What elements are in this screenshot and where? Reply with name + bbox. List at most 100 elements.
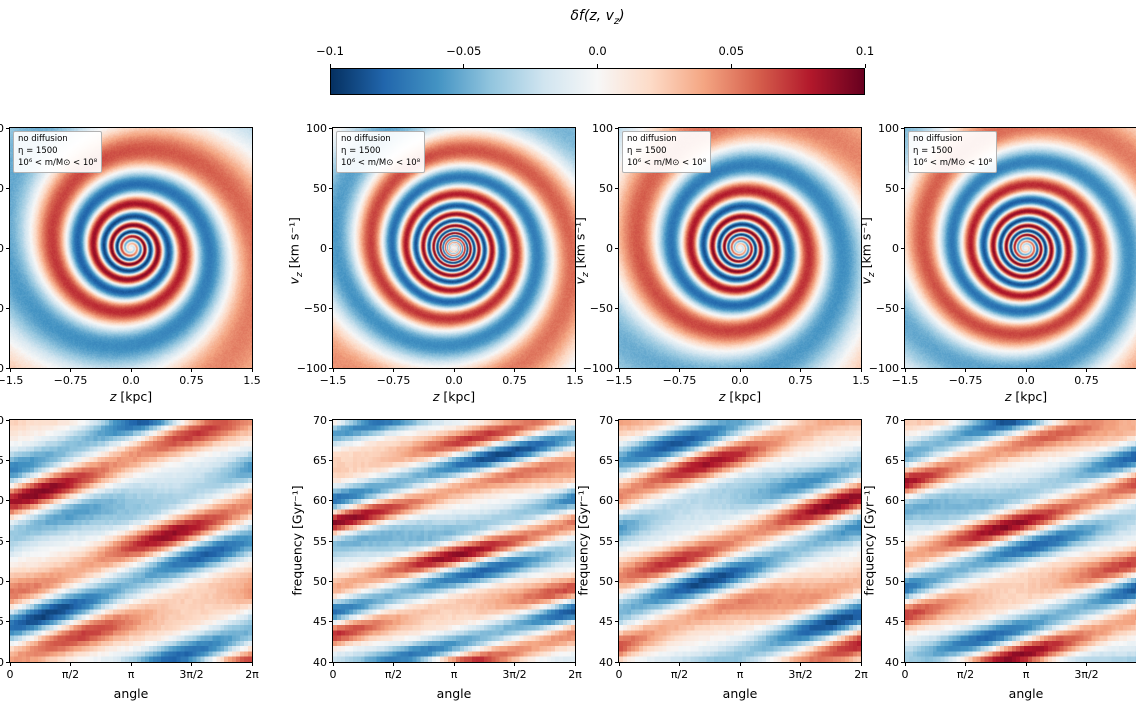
colorbar-tick-mark xyxy=(330,64,331,68)
x-tick-mark xyxy=(679,368,680,372)
x-tick-mark xyxy=(454,662,455,666)
y-tick-mark xyxy=(329,541,333,542)
y-tick-label: 50 xyxy=(0,575,4,588)
x-axis-label: z [kpc] xyxy=(333,389,575,404)
legend-line: no diffusion xyxy=(627,134,706,146)
y-tick-label: 70 xyxy=(865,414,899,427)
x-tick-label: −0.75 xyxy=(941,374,991,387)
text-part: [km s⁻¹] xyxy=(286,217,301,272)
y-tick-mark xyxy=(6,128,10,129)
y-tick-mark xyxy=(6,308,10,309)
y-tick-mark xyxy=(901,420,905,421)
y-tick-mark xyxy=(329,500,333,501)
y-tick-label: 70 xyxy=(579,414,613,427)
x-tick-label: π xyxy=(1001,668,1051,681)
legend-box: no diffusion η = 1500 10⁶ < m/M⊙ < 10⁸ xyxy=(13,131,102,173)
legend-box: no diffusion η = 1500 10⁶ < m/M⊙ < 10⁸ xyxy=(908,131,997,173)
y-tick-mark xyxy=(6,581,10,582)
text-part: [kpc] xyxy=(725,389,761,404)
legend-box: no diffusion η = 1500 10⁶ < m/M⊙ < 10⁸ xyxy=(336,131,425,173)
colorbar-title: δf(z, vz) xyxy=(330,8,865,27)
x-tick-mark xyxy=(10,662,11,666)
legend-line: no diffusion xyxy=(341,134,420,146)
colorbar-tick-label: 0.0 xyxy=(568,45,628,58)
y-tick-mark xyxy=(6,541,10,542)
x-axis-label: z [kpc] xyxy=(905,389,1136,404)
y-tick-label: 55 xyxy=(0,535,4,548)
x-tick-mark xyxy=(619,662,620,666)
y-tick-mark xyxy=(6,621,10,622)
y-tick-mark xyxy=(329,308,333,309)
x-tick-label: π xyxy=(715,668,765,681)
x-tick-label: 1.5 xyxy=(1122,374,1136,387)
y-axis-label: vz [km s⁻¹] xyxy=(572,181,594,321)
x-tick-label: π xyxy=(429,668,479,681)
x-tick-label: 0.0 xyxy=(429,374,479,387)
y-tick-mark xyxy=(6,500,10,501)
y-axis-label: frequency [Gyr⁻¹] xyxy=(576,471,591,611)
x-tick-label: π/2 xyxy=(46,668,96,681)
x-tick-label: 0 xyxy=(880,668,930,681)
legend-line: no diffusion xyxy=(18,134,97,146)
y-tick-mark xyxy=(615,541,619,542)
x-tick-mark xyxy=(70,368,71,372)
y-tick-mark xyxy=(615,621,619,622)
legend-line: 10⁶ < m/M⊙ < 10⁸ xyxy=(341,158,420,170)
y-tick-label: 65 xyxy=(579,454,613,467)
x-tick-mark xyxy=(191,368,192,372)
x-tick-label: 3π/2 xyxy=(490,668,540,681)
x-tick-label: 3π/2 xyxy=(776,668,826,681)
y-tick-mark xyxy=(6,248,10,249)
y-tick-label: 65 xyxy=(293,454,327,467)
text-part: δf(z, v xyxy=(570,8,614,24)
y-tick-label: −100 xyxy=(865,362,899,375)
y-tick-mark xyxy=(615,308,619,309)
x-tick-label: −0.75 xyxy=(655,374,705,387)
y-tick-label: −50 xyxy=(0,302,4,315)
x-tick-mark xyxy=(575,662,576,666)
x-tick-label: 0 xyxy=(594,668,644,681)
x-tick-label: −0.75 xyxy=(369,374,419,387)
y-tick-mark xyxy=(6,188,10,189)
x-axis-label: angle xyxy=(619,686,861,701)
y-tick-label: 100 xyxy=(0,122,4,135)
figure: δf(z, vz) −0.1 −0.05 0.0 0.05 0.1 no diffusio… xyxy=(0,0,1136,705)
y-tick-mark xyxy=(329,420,333,421)
angle-frequency-canvas-4 xyxy=(905,420,1136,662)
colorbar-tick-mark xyxy=(463,64,464,68)
y-tick-label: 70 xyxy=(0,414,4,427)
x-tick-label: 2π xyxy=(550,668,600,681)
y-tick-mark xyxy=(329,248,333,249)
y-tick-label: 65 xyxy=(865,454,899,467)
colorbar-tick-label: 0.05 xyxy=(701,45,761,58)
x-axis-label: z [kpc] xyxy=(10,389,252,404)
legend-line: 10⁶ < m/M⊙ < 10⁸ xyxy=(627,158,706,170)
y-tick-label: 60 xyxy=(0,494,4,507)
y-tick-label: 45 xyxy=(293,615,327,628)
y-axis-label: frequency [Gyr⁻¹] xyxy=(290,471,305,611)
x-tick-label: −0.75 xyxy=(46,374,96,387)
text-part: [kpc] xyxy=(439,389,475,404)
text-part: v xyxy=(286,277,301,284)
y-tick-mark xyxy=(615,460,619,461)
y-tick-label: 40 xyxy=(0,656,4,669)
x-tick-mark xyxy=(1026,662,1027,666)
y-tick-mark xyxy=(901,541,905,542)
x-tick-mark xyxy=(252,368,253,372)
x-tick-mark xyxy=(514,368,515,372)
x-tick-label: 0.75 xyxy=(167,374,217,387)
text-part: v xyxy=(572,277,587,284)
x-tick-mark xyxy=(514,662,515,666)
colorbar-tick-label: 0.1 xyxy=(835,45,895,58)
x-tick-label: −1.5 xyxy=(880,374,930,387)
y-tick-mark xyxy=(615,128,619,129)
angle-frequency-canvas-1 xyxy=(10,420,252,662)
x-tick-label: 2π xyxy=(227,668,277,681)
y-tick-mark xyxy=(6,460,10,461)
colorbar-tick-mark xyxy=(731,64,732,68)
x-tick-label: −1.5 xyxy=(308,374,358,387)
colorbar-tick-label: −0.1 xyxy=(300,45,360,58)
x-tick-mark xyxy=(575,368,576,372)
legend-line: no diffusion xyxy=(913,134,992,146)
x-tick-mark xyxy=(131,368,132,372)
